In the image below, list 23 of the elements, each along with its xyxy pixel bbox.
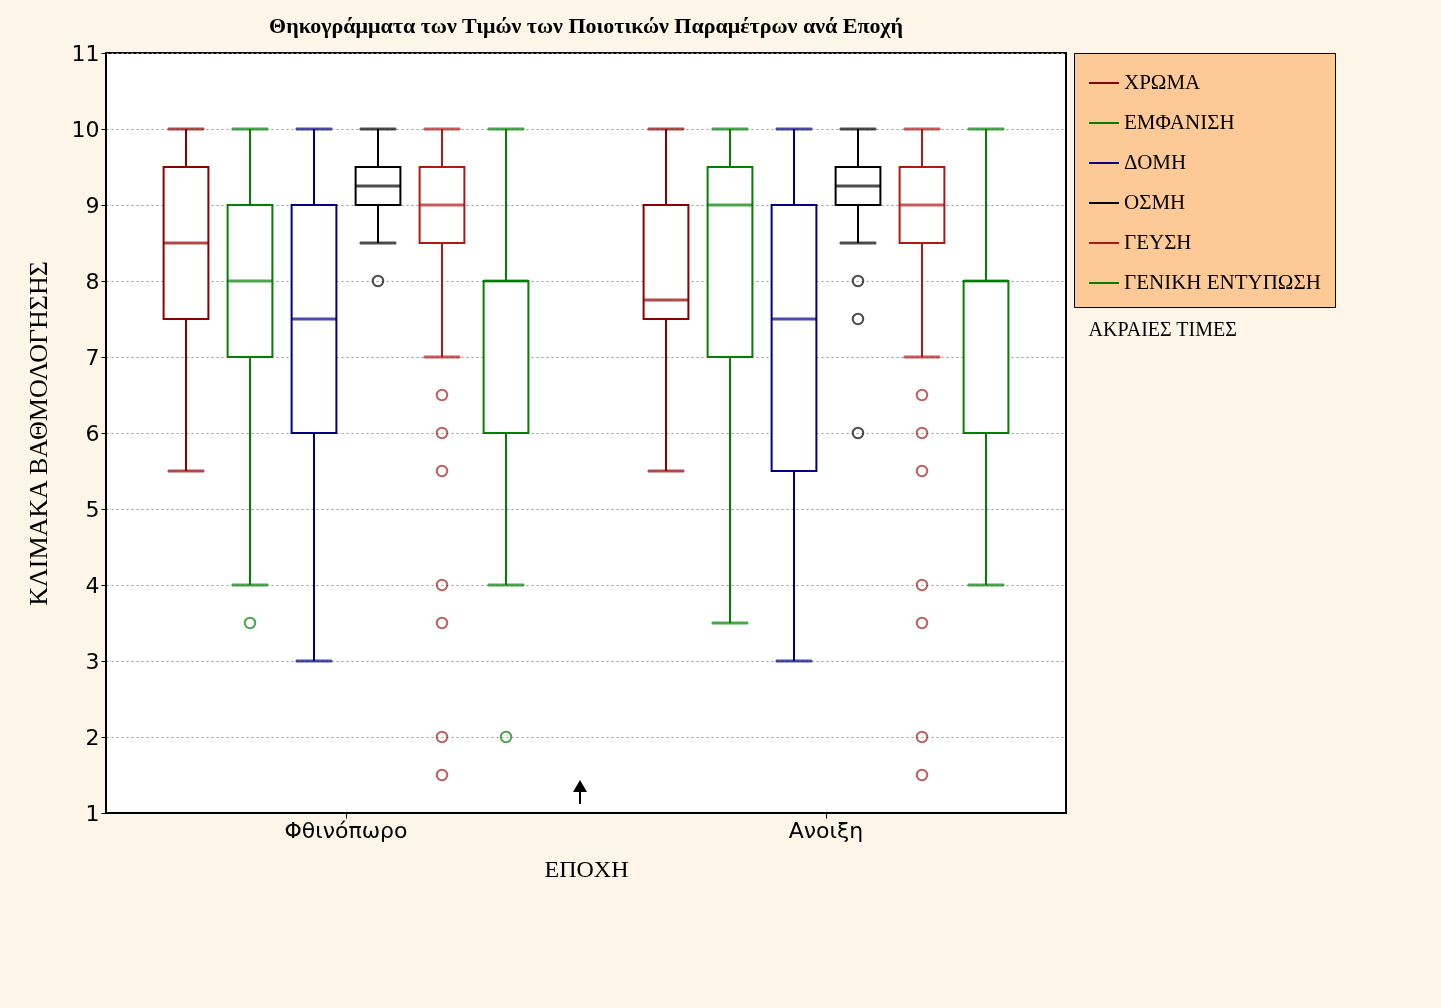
y-tick-label: 10 <box>71 116 100 142</box>
y-tick-label: 6 <box>85 420 100 446</box>
legend-label: ΧΡΩΜΑ <box>1124 70 1202 94</box>
y-tick-label: 2 <box>85 724 100 750</box>
legend-label: ΓΕΝΙΚΗ ΕΝΤΥΠΩΣΗ <box>1124 270 1321 294</box>
y-tick-label: 3 <box>85 648 100 674</box>
legend-label: ΔΟΜΗ <box>1124 150 1187 174</box>
legend-label: ΓΕΥΣΗ <box>1124 230 1192 254</box>
y-tick-label: 8 <box>85 268 100 294</box>
y-axis-title: ΚΛΙΜΑΚΑ ΒΑΘΜΟΛΟΓΗΣΗΣ <box>23 261 53 606</box>
y-tick-label: 1 <box>85 800 100 826</box>
y-tick-label: 5 <box>85 496 100 522</box>
x-axis-title: ΕΠΟΧΗ <box>544 855 629 882</box>
legend-label: ΟΣΜΗ <box>1124 190 1186 214</box>
y-tick-label: 9 <box>85 192 100 218</box>
x-tick-label: Φθινόπωρο <box>284 817 408 843</box>
y-tick-label: 11 <box>71 40 100 66</box>
chart-title: Θηκογράμματα των Τιμών των Ποιοτικών Παραμέτρων ανά Εποχή <box>269 13 903 38</box>
text: ΑΚΡΑΙΕΣ ΤΙΜΕΣ <box>1088 317 1237 341</box>
legend-label: ΕΜΦΑΝΙΣΗ <box>1124 110 1235 134</box>
y-tick-label: 7 <box>85 344 100 370</box>
y-tick-label: 4 <box>85 572 100 598</box>
x-tick-label: Ανοιξη <box>788 817 864 843</box>
